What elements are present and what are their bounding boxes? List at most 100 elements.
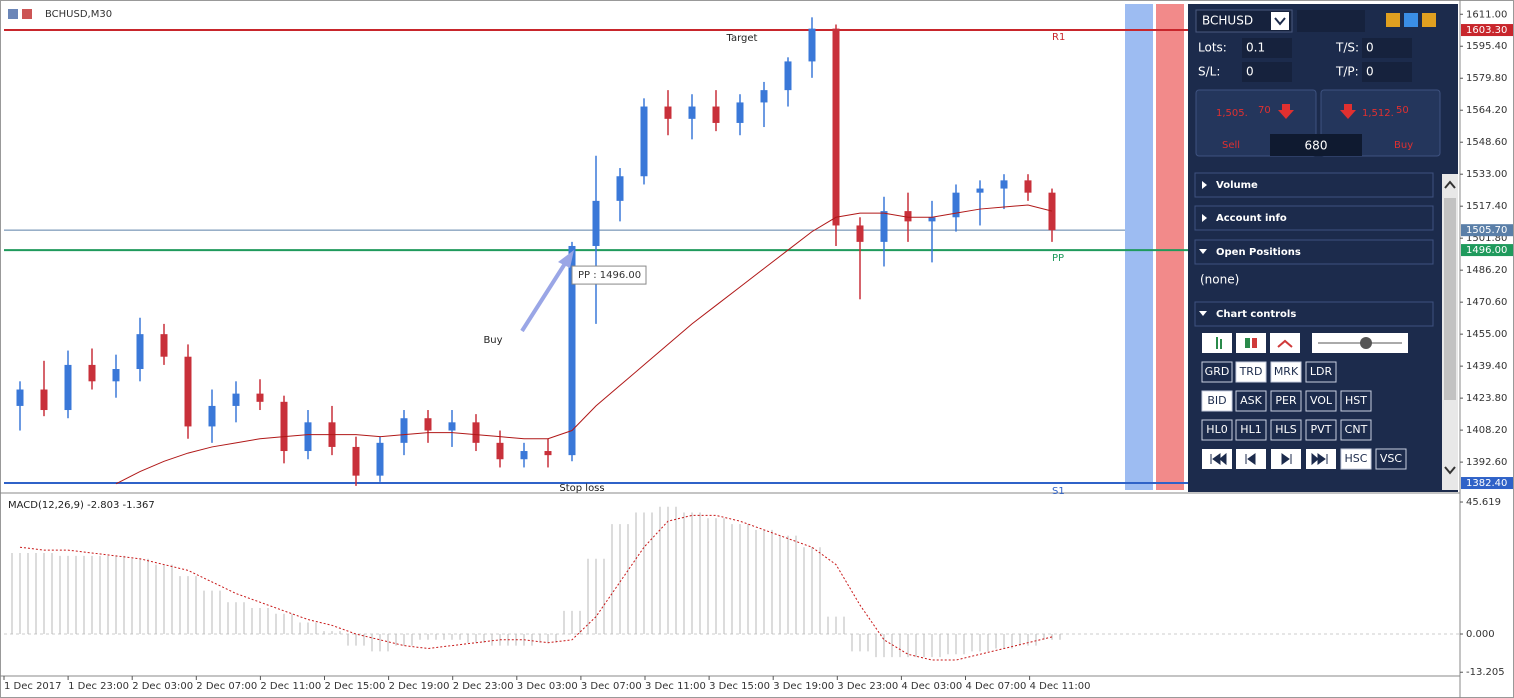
section-header[interactable]: [1194, 205, 1434, 231]
macd-tick-label: -13.205: [1466, 667, 1505, 678]
icon: [1245, 453, 1256, 465]
symbol-select[interactable]: [1195, 9, 1293, 33]
candle-body: [904, 211, 912, 222]
toggle-button[interactable]: [1270, 419, 1302, 441]
candle-body: [1024, 180, 1032, 193]
toggle-label: VOL: [1310, 394, 1333, 407]
toggle-button[interactable]: [1305, 390, 1337, 412]
toggle-label: PER: [1275, 394, 1297, 407]
candle-body: [976, 188, 984, 193]
session-band: [1156, 4, 1184, 490]
lots-input[interactable]: [1242, 38, 1292, 58]
section-title: Account info: [1216, 213, 1287, 224]
slider-knob[interactable]: [1360, 337, 1372, 349]
toggle-button[interactable]: [1340, 419, 1372, 441]
candle-body: [616, 176, 624, 201]
sell-label: Sell: [1222, 140, 1240, 151]
candle-body: [928, 217, 936, 222]
settings-icon[interactable]: [1404, 13, 1418, 27]
layout-icon[interactable]: [1422, 13, 1436, 27]
toggle-button[interactable]: [1235, 419, 1267, 441]
candle-body: [568, 245, 576, 456]
toggle-button[interactable]: [1340, 448, 1372, 470]
level-label: 1603.30: [1466, 25, 1507, 36]
icon: [1281, 453, 1292, 465]
tp-input[interactable]: [1362, 62, 1412, 82]
annotation-target: Target: [726, 33, 758, 44]
candle-body: [400, 418, 408, 443]
candle-body: [472, 422, 480, 443]
x-tick-label: 3 Dec 11:00: [645, 681, 706, 692]
x-tick-label: 2 Dec 11:00: [260, 681, 321, 692]
toggle-label: VSC: [1380, 452, 1403, 465]
toggle-button[interactable]: [1235, 361, 1267, 383]
x-tick-label: 2 Dec 19:00: [389, 681, 450, 692]
sl-value: 0: [1246, 65, 1254, 79]
toggle-button[interactable]: [1270, 390, 1302, 412]
x-tick-label: 1 Dec 2017: [4, 681, 62, 692]
section-header[interactable]: [1194, 301, 1434, 327]
moving-average: [115, 204, 1053, 485]
toggle-button[interactable]: [1201, 361, 1233, 383]
macd-title: MACD(12,26,9) -2.803 -1.367: [8, 500, 155, 511]
y-tick-label: 1611.00: [1466, 9, 1507, 20]
ts-input[interactable]: [1362, 38, 1412, 58]
bid-label-bg: [1461, 224, 1513, 237]
candle-body: [208, 405, 216, 427]
level-label-bg: [1461, 477, 1513, 490]
candle-body: [544, 451, 552, 456]
toggle-label: TRD: [1239, 365, 1263, 378]
tp-label: T/P:: [1335, 65, 1359, 79]
y-tick-label: 1501.80: [1466, 233, 1507, 244]
candle-body: [136, 334, 144, 370]
window-title: BCHUSD,M30: [45, 9, 112, 20]
toggle-label: HL1: [1240, 423, 1261, 436]
annotation-buy: Buy: [483, 335, 502, 346]
scroll-up[interactable]: [1444, 180, 1456, 189]
copy-icon[interactable]: [1386, 13, 1400, 27]
icon: [1277, 339, 1293, 348]
candle-body: [256, 393, 264, 402]
scroll-thumb[interactable]: [1444, 198, 1456, 400]
window-icon: [22, 9, 32, 19]
toggle-label: BID: [1207, 394, 1226, 407]
toggle-button[interactable]: [1270, 361, 1302, 383]
candle-body: [64, 364, 72, 411]
toggle-button[interactable]: [1201, 419, 1233, 441]
x-tick-label: 2 Dec 15:00: [325, 681, 386, 692]
lots-label: Lots:: [1198, 41, 1227, 55]
scroll-down[interactable]: [1444, 466, 1456, 475]
candle-body: [1048, 192, 1056, 231]
icon: [1210, 452, 1227, 466]
toggle-button[interactable]: [1201, 390, 1233, 412]
buy-price-pips: 50: [1396, 105, 1409, 116]
y-tick-label: 1517.40: [1466, 201, 1507, 212]
ts-label: T/S:: [1335, 41, 1359, 55]
toggle-label: CNT: [1345, 423, 1368, 436]
section-arrow: [1202, 214, 1207, 222]
section-title: Volume: [1216, 180, 1258, 191]
y-tick-label: 1439.40: [1466, 361, 1507, 372]
x-tick-label: 1 Dec 23:00: [68, 681, 129, 692]
level-name: S1: [1052, 486, 1065, 497]
section-arrow: [1199, 249, 1207, 254]
x-tick-label: 2 Dec 23:00: [453, 681, 514, 692]
candle-body: [712, 106, 720, 123]
section-header[interactable]: [1194, 239, 1434, 265]
icon-button[interactable]: [1236, 333, 1266, 353]
toggle-button[interactable]: [1340, 390, 1372, 412]
candle-body: [280, 401, 288, 452]
dropdown-button[interactable]: [1271, 12, 1289, 30]
pp-box: [571, 265, 647, 285]
toggle-label: PVT: [1311, 423, 1332, 436]
buy-arrow-head: [558, 250, 574, 268]
toggle-button[interactable]: [1305, 361, 1337, 383]
x-tick-label: 3 Dec 15:00: [709, 681, 770, 692]
icon-button[interactable]: [1270, 333, 1300, 353]
toggle-button[interactable]: [1375, 448, 1407, 470]
candle-body: [736, 102, 744, 123]
toggle-button[interactable]: [1305, 419, 1337, 441]
toggle-button[interactable]: [1235, 390, 1267, 412]
section-header[interactable]: [1194, 172, 1434, 198]
sl-input[interactable]: [1242, 62, 1292, 82]
